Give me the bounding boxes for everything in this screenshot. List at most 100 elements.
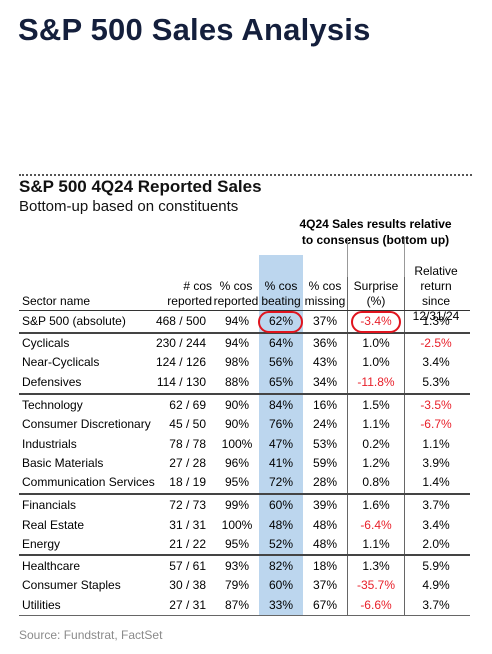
cell-pct-reported: 87% xyxy=(224,598,250,612)
col-head-missing-line-2: missing xyxy=(304,294,346,308)
table-bottom-rule xyxy=(19,615,470,616)
cell-missing: 16% xyxy=(312,398,338,412)
table-subtitle: Bottom-up based on constituents xyxy=(19,198,239,215)
cell-missing: 48% xyxy=(312,518,338,532)
cell-return: 3.4% xyxy=(422,355,450,369)
group-header-line-1: 4Q24 Sales results relative xyxy=(299,217,452,231)
cell-beating: 56% xyxy=(268,355,294,369)
cell-name: Basic Materials xyxy=(22,456,104,470)
cell-surprise: 0.8% xyxy=(362,475,390,489)
cell-reported: 124 / 126 xyxy=(155,355,206,369)
cell-missing: 48% xyxy=(312,537,338,551)
group-separator-1 xyxy=(19,332,470,334)
cell-missing: 67% xyxy=(312,598,338,612)
cell-surprise: 0.2% xyxy=(362,437,390,451)
cell-missing: 36% xyxy=(312,336,338,350)
cell-beating: 47% xyxy=(268,437,294,451)
cell-missing: 37% xyxy=(312,314,338,328)
col-head-surprise-line-1: Surprise xyxy=(353,279,399,293)
cell-pct-reported: 79% xyxy=(224,578,250,592)
cell-pct-reported: 95% xyxy=(224,537,250,551)
col-head-pct-reported: % cos reported xyxy=(210,279,262,309)
cell-beating: 60% xyxy=(268,498,294,512)
cell-return: 4.9% xyxy=(422,578,450,592)
cell-surprise: -35.7% xyxy=(356,578,396,592)
cell-missing: 28% xyxy=(312,475,338,489)
cell-surprise: 1.0% xyxy=(362,355,390,369)
header-separator xyxy=(19,310,470,311)
table-title: S&P 500 4Q24 Reported Sales xyxy=(19,177,262,196)
cell-reported: 62 / 69 xyxy=(169,398,206,412)
cell-pct-reported: 98% xyxy=(224,355,250,369)
col-head-return-line-1: Relative xyxy=(414,264,458,278)
cell-name: Industrials xyxy=(22,437,77,451)
cell-pct-reported: 88% xyxy=(224,375,250,389)
cell-name: Utilities xyxy=(22,598,61,612)
col-head-missing: % cos missing xyxy=(303,279,347,309)
cell-beating: 60% xyxy=(268,578,294,592)
cell-reported: 114 / 130 xyxy=(156,375,206,389)
cell-beating: 76% xyxy=(268,417,294,431)
cell-beating: 64% xyxy=(268,336,294,350)
col-head-surprise: Surprise (%) xyxy=(348,279,404,309)
cell-reported: 57 / 61 xyxy=(169,559,206,573)
cell-name: Defensives xyxy=(22,375,82,389)
col-head-pct-reported-line-1: % cos xyxy=(219,279,253,293)
cell-surprise: 1.0% xyxy=(362,336,390,350)
cell-pct-reported: 94% xyxy=(224,314,250,328)
cell-name: Technology xyxy=(22,398,83,412)
source-note: Source: Fundstrat, FactSet xyxy=(19,628,163,642)
cell-reported: 72 / 73 xyxy=(169,498,206,512)
cell-reported: 27 / 28 xyxy=(169,456,206,470)
col-head-beating-line-1: % cos xyxy=(264,279,298,293)
cell-missing: 59% xyxy=(312,456,338,470)
cell-name: Cyclicals xyxy=(22,336,70,350)
cell-reported: 45 / 50 xyxy=(169,417,206,431)
cell-name: Energy xyxy=(22,537,61,551)
group-separator-2 xyxy=(19,393,470,395)
cell-return: -3.5% xyxy=(420,398,452,412)
cell-surprise: 1.1% xyxy=(362,537,390,551)
group-bracket-left xyxy=(347,237,348,277)
cell-pct-reported: 100% xyxy=(221,518,253,532)
cell-reported: 30 / 38 xyxy=(169,578,206,592)
cell-return: 5.3% xyxy=(422,375,450,389)
cell-reported: 230 / 244 xyxy=(155,336,206,350)
cell-missing: 53% xyxy=(312,437,338,451)
cell-surprise: 1.2% xyxy=(362,456,390,470)
cell-missing: 43% xyxy=(312,355,338,369)
cell-reported: 31 / 31 xyxy=(169,518,206,532)
col-head-reported: # cos reported xyxy=(152,279,212,309)
cell-pct-reported: 90% xyxy=(224,398,250,412)
cell-return: 1.4% xyxy=(422,475,450,489)
cell-name: Consumer Discretionary xyxy=(22,417,151,431)
cell-return: 1.1% xyxy=(422,437,450,451)
cell-name: S&P 500 (absolute) xyxy=(22,314,126,328)
cell-surprise: 1.1% xyxy=(362,417,390,431)
cell-pct-reported: 99% xyxy=(224,498,250,512)
cell-beating: 33% xyxy=(268,598,294,612)
cell-return: 1.3% xyxy=(422,314,450,328)
group-header: 4Q24 Sales results relative to consensus… xyxy=(283,216,468,248)
cell-missing: 34% xyxy=(312,375,338,389)
cell-surprise: -3.4% xyxy=(360,314,392,328)
cell-return: 2.0% xyxy=(422,537,450,551)
cell-missing: 37% xyxy=(312,578,338,592)
cell-reported: 468 / 500 xyxy=(155,314,206,328)
col-head-return-line-3: 12/31/24 xyxy=(412,309,460,323)
cell-reported: 27 / 31 xyxy=(169,598,206,612)
cell-return: 3.7% xyxy=(422,598,450,612)
beating-highlight-circle xyxy=(258,311,303,333)
col-head-return: Relative return since 12/31/24 xyxy=(405,264,467,324)
cell-name: Real Estate xyxy=(22,518,85,532)
group-separator-4 xyxy=(19,554,470,556)
cell-missing: 39% xyxy=(312,498,338,512)
cell-beating: 84% xyxy=(268,398,294,412)
surprise-left-separator xyxy=(347,277,348,615)
cell-name: Communication Services xyxy=(22,475,155,489)
cell-surprise: 1.6% xyxy=(362,498,390,512)
cell-return: 5.9% xyxy=(422,559,450,573)
cell-name: Financials xyxy=(22,498,77,512)
cell-pct-reported: 95% xyxy=(224,475,250,489)
cell-beating: 82% xyxy=(268,559,294,573)
